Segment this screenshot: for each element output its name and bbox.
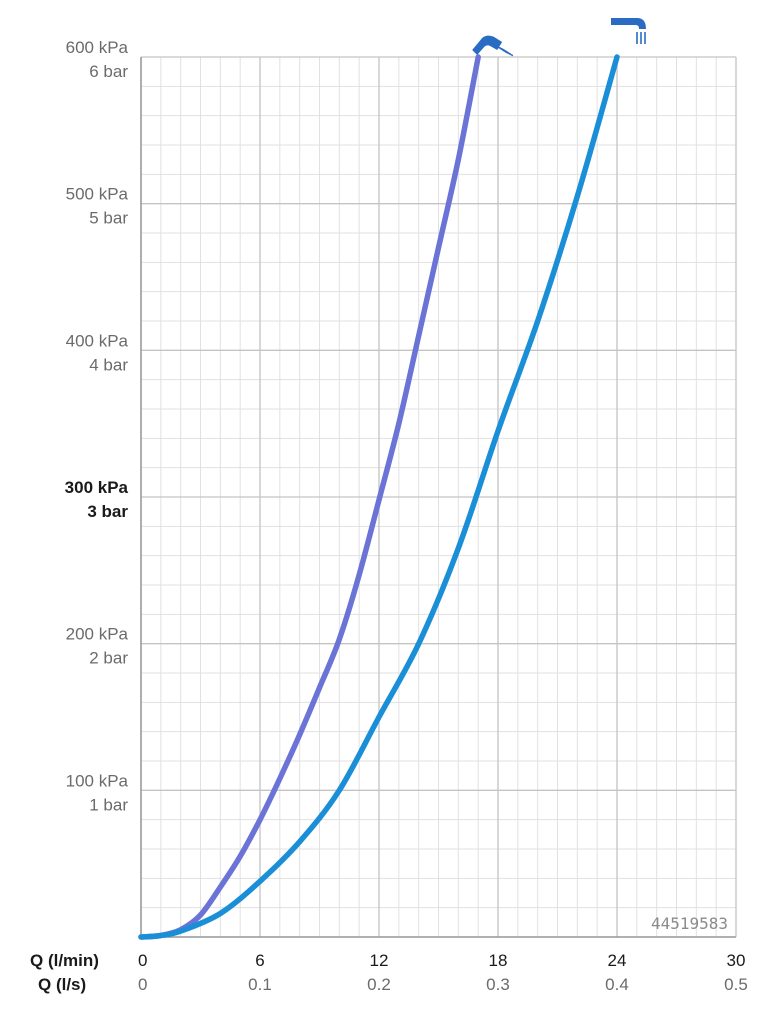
y-tick-label-kpa: 300 kPa bbox=[65, 478, 129, 497]
x-tick-label-lmin: 18 bbox=[489, 951, 508, 970]
x-tick-label-ls: 0.1 bbox=[248, 975, 272, 994]
y-tick-label-bar: 1 bar bbox=[89, 795, 128, 814]
y-tick-label-bar: 6 bar bbox=[89, 62, 128, 81]
y-tick-label-bar: 2 bar bbox=[89, 649, 128, 668]
series-line-2 bbox=[138, 54, 620, 940]
y-tick-label-kpa: 100 kPa bbox=[66, 771, 129, 790]
x-tick-label-lmin: 0 bbox=[138, 951, 147, 970]
y-tick-label-kpa: 200 kPa bbox=[66, 625, 129, 644]
overhead-shower-icon bbox=[611, 18, 646, 44]
x-tick-label-ls: 0.3 bbox=[486, 975, 510, 994]
x-tick-label-lmin: 6 bbox=[255, 951, 264, 970]
x-tick-label-lmin: 30 bbox=[727, 951, 746, 970]
x-axis-label-lmin: Q (l/min) bbox=[30, 951, 99, 970]
y-tick-label-kpa: 500 kPa bbox=[66, 185, 129, 204]
y-tick-label-bar: 5 bar bbox=[89, 209, 128, 228]
y-tick-label-bar: 3 bar bbox=[87, 502, 128, 521]
x-axis-label-ls: Q (l/s) bbox=[38, 975, 86, 994]
y-axis-ticks: 100 kPa 1 bar 200 kPa 2 bar 300 kPa 3 bar 400 … bbox=[65, 38, 129, 814]
y-tick-label-bar: 4 bar bbox=[89, 355, 128, 374]
series-lines bbox=[138, 54, 620, 940]
major-grid bbox=[140, 56, 737, 938]
x-tick-label-lmin: 12 bbox=[370, 951, 389, 970]
x-axis-ticks: 0 0 6 0.1 12 0.2 18 0.3 24 0.4 30 0.5 bbox=[138, 951, 748, 994]
y-tick-label-kpa: 600 kPa bbox=[66, 38, 129, 57]
hand-shower-icon bbox=[472, 35, 514, 57]
x-tick-label-ls: 0.2 bbox=[367, 975, 391, 994]
x-tick-label-ls: 0.5 bbox=[724, 975, 748, 994]
x-tick-label-ls: 0.4 bbox=[605, 975, 629, 994]
x-tick-label-ls: 0 bbox=[138, 975, 147, 994]
y-tick-label-kpa: 400 kPa bbox=[66, 331, 129, 350]
product-code: 44519583 bbox=[651, 914, 728, 933]
series-line-1 bbox=[138, 54, 481, 940]
series-icons bbox=[472, 18, 646, 57]
x-tick-label-lmin: 24 bbox=[608, 951, 627, 970]
